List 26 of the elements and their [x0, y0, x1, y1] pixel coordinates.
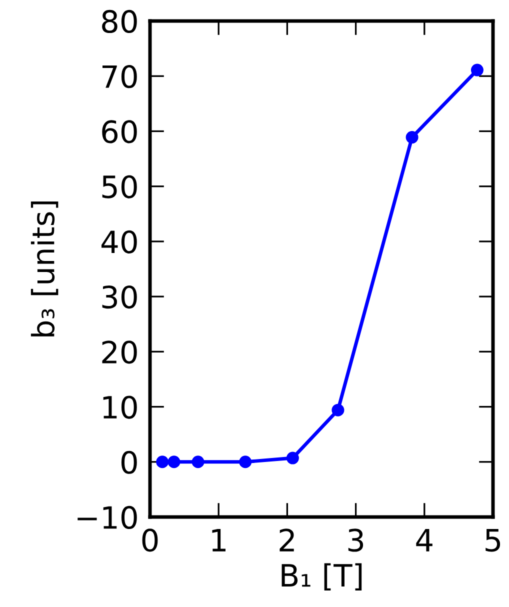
point	[470, 64, 484, 76]
y-tick-label: 0	[121, 450, 137, 474]
y-axis-title: b₃ [units]	[30, 201, 58, 336]
y-tick-label: 40	[102, 230, 137, 254]
point	[192, 456, 204, 468]
point	[239, 456, 252, 468]
y-tick-label: 60	[102, 120, 137, 144]
y-tick-label: 80	[102, 10, 137, 34]
x-axis-title: B₁ [T]	[282, 563, 362, 590]
x-tick-label: 0	[142, 528, 158, 552]
y-tick-label: −10	[78, 506, 137, 530]
y-tick-label: 10	[103, 396, 137, 419]
y-tick-label: 20	[102, 340, 137, 364]
x-tick-label: 5	[486, 529, 500, 552]
y-tick-label: 30	[102, 285, 137, 309]
point	[406, 131, 418, 144]
y-tick-label: 70	[102, 65, 137, 88]
point	[168, 456, 180, 468]
y-tick-label: 50	[102, 175, 137, 198]
x-tick-label: 3	[348, 528, 364, 552]
x-tick-label: 2	[280, 528, 294, 552]
point	[286, 452, 299, 464]
x-tick-label: 1	[212, 529, 226, 552]
x-tick-label: 4	[416, 529, 432, 552]
point	[332, 404, 344, 416]
point	[156, 456, 169, 468]
